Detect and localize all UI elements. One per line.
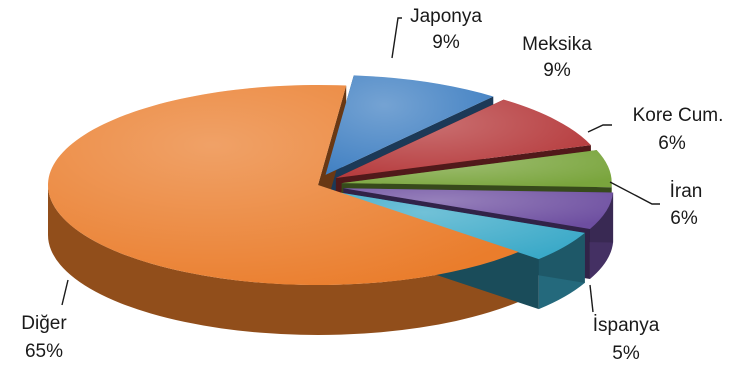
slice-labels: Japonya 9% Meksika 9% Kore Cum. 6% İran … bbox=[21, 6, 723, 364]
label-ispanya: İspanya bbox=[593, 315, 660, 336]
label-kore: Kore Cum. bbox=[633, 105, 724, 126]
slice-i-ran-highlight bbox=[343, 188, 614, 229]
leader-ispanya bbox=[589, 284, 594, 313]
label-diger: Diğer bbox=[21, 313, 67, 334]
slice-tops bbox=[48, 75, 614, 285]
slice-japonya-highlight bbox=[325, 75, 494, 175]
value-japonya: 9% bbox=[432, 32, 460, 53]
slice-diğer-highlight bbox=[48, 85, 519, 285]
leader-lines bbox=[61, 17, 660, 313]
label-iran: İran bbox=[670, 181, 703, 202]
leader-kore bbox=[587, 124, 612, 133]
value-meksika: 9% bbox=[543, 60, 571, 81]
value-ispanya: 5% bbox=[612, 343, 640, 364]
slice-meksika-highlight bbox=[335, 99, 591, 178]
value-diger: 65% bbox=[25, 341, 63, 362]
value-iran: 6% bbox=[670, 208, 698, 229]
value-kore: 6% bbox=[658, 133, 686, 154]
label-meksika: Meksika bbox=[522, 34, 592, 55]
leader-iran bbox=[609, 181, 660, 205]
label-japonya: Japonya bbox=[410, 6, 482, 27]
slice-i-spanya-highlight bbox=[338, 192, 585, 260]
leader-diger bbox=[61, 279, 69, 306]
slice-diğer-side bbox=[48, 185, 519, 335]
slice-kore-cum--highlight bbox=[341, 150, 612, 188]
leader-japonya bbox=[391, 17, 402, 59]
